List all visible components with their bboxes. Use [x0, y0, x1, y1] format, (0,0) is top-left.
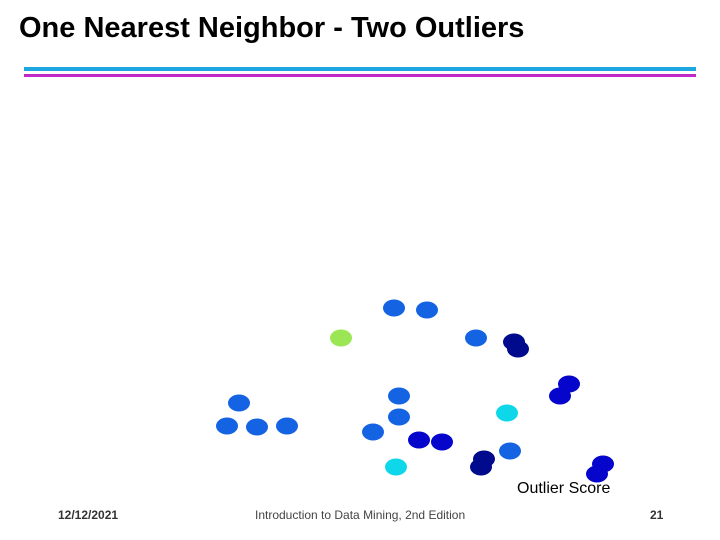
- footer-course: Introduction to Data Mining, 2nd Edition: [255, 508, 466, 522]
- footer-date: 12/12/2021: [58, 508, 119, 522]
- slide-title: One Nearest Neighbor - Two Outliers: [19, 12, 525, 44]
- title-rule-top: [24, 67, 696, 71]
- data-point: [383, 299, 405, 317]
- data-point: [470, 458, 492, 476]
- data-point: [276, 417, 298, 435]
- data-point: [549, 387, 571, 405]
- data-point: [228, 394, 250, 412]
- data-point: [246, 418, 268, 436]
- data-point: [385, 458, 407, 476]
- data-point: [586, 465, 608, 483]
- data-point: [388, 408, 410, 426]
- footer-page-number: 21: [650, 508, 664, 522]
- data-point: [499, 442, 521, 460]
- data-point: [416, 301, 438, 319]
- data-point: [431, 433, 453, 451]
- data-point: [496, 404, 518, 422]
- data-point: [507, 340, 529, 358]
- data-point: [408, 431, 430, 449]
- data-point: [465, 329, 487, 347]
- title-rule-bottom: [24, 74, 696, 77]
- data-point: [330, 329, 352, 347]
- data-point: [216, 417, 238, 435]
- outlier-score-label: Outlier Score: [517, 480, 611, 497]
- data-point: [388, 387, 410, 405]
- data-point: [362, 423, 384, 441]
